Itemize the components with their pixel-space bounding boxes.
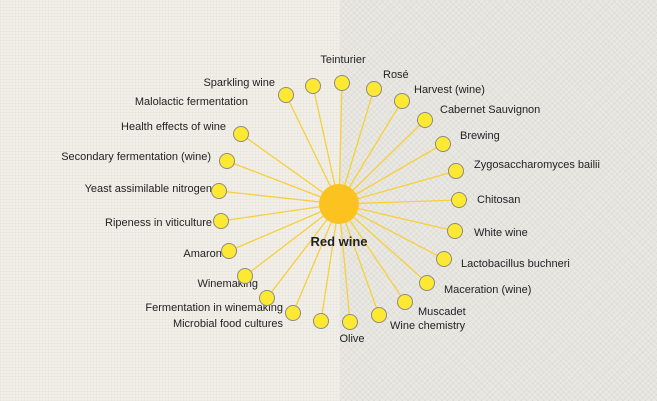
node-label-secondary-fermentation-wine: Secondary fermentation (wine): [61, 151, 211, 163]
edge-cabernet-sauvignon: [338, 119, 426, 205]
node-zygosaccharomyces-bailii[interactable]: [448, 163, 464, 179]
node-harvest-wine[interactable]: [394, 93, 410, 109]
edge-secondary-fermentation-wine: [218, 190, 340, 205]
node-secondary-fermentation-wine[interactable]: [211, 183, 227, 199]
node-yeast-assimilable-nitrogen[interactable]: [213, 213, 229, 229]
node-olive[interactable]: [342, 314, 358, 330]
node-label-yeast-assimilable-nitrogen: Yeast assimilable nitrogen: [85, 183, 212, 195]
node-maceration-wine[interactable]: [419, 275, 435, 291]
node-label-maceration-wine: Maceration (wine): [444, 284, 531, 296]
node-label-lactobacillus-buchneri: Lactobacillus buchneri: [461, 258, 570, 270]
edge-sparkling-wine: [285, 94, 340, 205]
node-label-harvest-wine: Harvest (wine): [414, 84, 485, 96]
node-brewing[interactable]: [435, 136, 451, 152]
node-label-olive: Olive: [339, 333, 364, 345]
node-health-effects-of-wine[interactable]: [219, 153, 235, 169]
node-cabernet-sauvignon[interactable]: [417, 112, 433, 128]
node-label-sparkling-wine: Sparkling wine: [203, 77, 275, 89]
background-left: [0, 0, 340, 401]
edge-unlabelled-0: [312, 85, 340, 205]
node-amarone[interactable]: [237, 268, 253, 284]
node-label-chitosan: Chitosan: [477, 194, 520, 206]
center-node-label: Red wine: [310, 234, 367, 249]
edge-teinturier: [338, 82, 343, 205]
node-sparkling-wine[interactable]: [278, 87, 294, 103]
node-fermentation-in-winemaking[interactable]: [285, 305, 301, 321]
edge-brewing: [338, 143, 444, 205]
node-label-white-wine: White wine: [474, 227, 528, 239]
node-microbial-food-cultures[interactable]: [313, 313, 329, 329]
node-label-teinturier: Teinturier: [320, 54, 366, 66]
nodes-group: Teinturier Rosé Harvest (wine) Cabernet Sau…: [61, 54, 600, 345]
node-chitosan[interactable]: [451, 192, 467, 208]
node-label-wine-chemistry: Wine chemistry: [390, 320, 466, 332]
node-label-malolactic-fermentation: Malolactic fermentation: [135, 96, 248, 108]
node-label-zygosaccharomyces-bailii: Zygosaccharomyces bailii: [474, 159, 600, 171]
node-label-health-effects-of-wine: Health effects of wine: [121, 121, 226, 133]
node-label-ros: Rosé: [383, 69, 409, 81]
node-muscadet[interactable]: [397, 294, 413, 310]
node-label-fermentation-in-winemaking: Fermentation in winemaking: [145, 302, 283, 314]
node-unlabelled-0[interactable]: [305, 78, 321, 94]
node-label-amarone: Amarone: [183, 248, 228, 260]
node-malolactic-fermentation[interactable]: [233, 126, 249, 142]
edge-chitosan: [338, 199, 460, 205]
background-right: [340, 0, 657, 401]
node-wine-chemistry[interactable]: [371, 307, 387, 323]
edge-malolactic-fermentation: [240, 133, 340, 205]
node-label-brewing: Brewing: [460, 130, 500, 142]
node-label-ripeness-in-viticulture: Ripeness in viticulture: [105, 217, 212, 229]
node-ros[interactable]: [366, 81, 382, 97]
node-label-microbial-food-cultures: Microbial food cultures: [173, 318, 284, 330]
node-label-muscadet: Muscadet: [418, 306, 466, 318]
edges-group: [218, 82, 460, 323]
edge-ros: [338, 88, 375, 205]
node-winemaking[interactable]: [259, 290, 275, 306]
center-node[interactable]: [319, 184, 359, 224]
node-ripeness-in-viticulture[interactable]: [221, 243, 237, 259]
edge-zygosaccharomyces-bailii: [338, 170, 457, 205]
node-white-wine[interactable]: [447, 223, 463, 239]
node-lactobacillus-buchneri[interactable]: [436, 251, 452, 267]
edge-harvest-wine: [338, 100, 403, 205]
node-label-cabernet-sauvignon: Cabernet Sauvignon: [440, 104, 540, 116]
node-teinturier[interactable]: [334, 75, 350, 91]
